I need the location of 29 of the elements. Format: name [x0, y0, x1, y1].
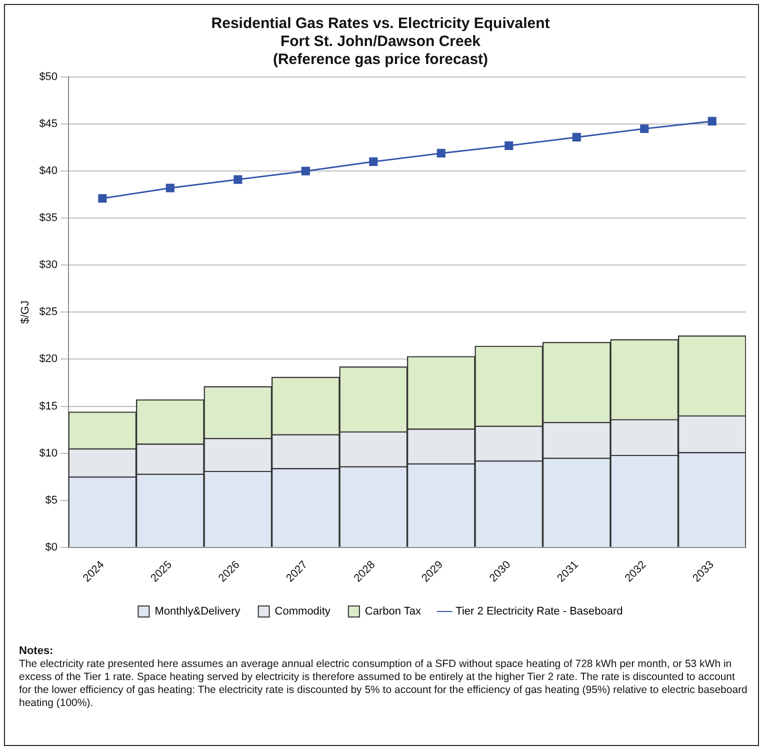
point — [572, 132, 581, 142]
y-tick-label: $35 — [39, 212, 58, 224]
y-tick-label: $15 — [39, 400, 58, 412]
y-tick-label: $0 — [45, 541, 58, 554]
y-tick-label: $45 — [39, 118, 58, 130]
point — [640, 124, 649, 134]
point — [504, 141, 514, 150]
point — [98, 194, 107, 203]
text: Notes: — [19, 645, 54, 658]
y-tick-label: $10 — [39, 447, 58, 460]
point — [436, 148, 446, 158]
legend-label: Tier 2 Electricity Rate - Baseboard — [456, 606, 623, 618]
y-tick-label: $5 — [45, 494, 58, 506]
y-axis-title: $/GJ — [20, 300, 32, 324]
point — [301, 166, 310, 176]
legend-label: Monthly&Delivery — [154, 606, 241, 618]
y-tick-label: $30 — [39, 259, 58, 272]
legend-label: Carbon Tax — [364, 606, 422, 618]
point — [708, 116, 716, 126]
chart-title: Residential Gas Rates vs. Electricity Equivalent Fort St. John/Dawson Creek (Reference gas price forecast) — [211, 15, 550, 68]
y-tick-label: $25 — [39, 306, 58, 318]
point — [234, 175, 242, 184]
y-tick-label: $40 — [39, 165, 58, 178]
y-tick-label: $50 — [39, 71, 58, 84]
y-tick-label: $20 — [39, 353, 58, 366]
text: The electricity rate presented here assumes an average annual electric consumption of a SFD without space heating of 728 kWh per month, or 53 kWh in excess of the Tier 1 rate. Space heating served by electricity is therefore assumed to be entirely at the higher Tier 2 rate. The rate is discounted to account for the lower efficiency of gas heating: The electricity rate is discounted by 5% to account for the efficiency of gas heating (95%) relative to electric baseboard heating (100%). — [19, 658, 748, 710]
point — [369, 157, 378, 166]
legend-label: Commodity — [274, 606, 331, 618]
point — [166, 184, 174, 192]
